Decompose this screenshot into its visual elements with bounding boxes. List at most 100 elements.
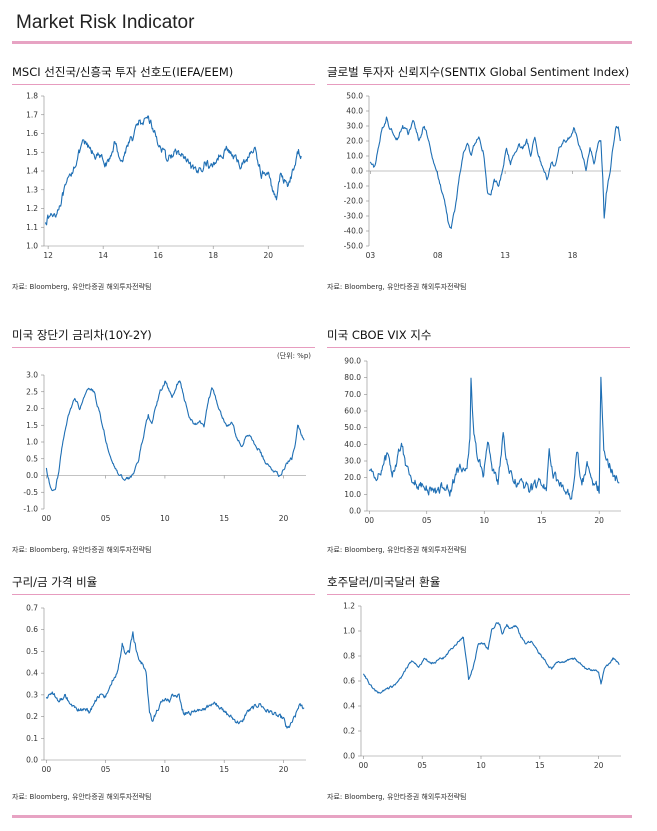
- x-tick-label: 10: [160, 765, 170, 774]
- chart-title-rule: [12, 347, 315, 348]
- x-tick-label: 10: [476, 761, 486, 770]
- chart-title-audusd: 호주달러/미국달러 환율: [327, 575, 441, 589]
- y-tick-label: -30.0: [344, 212, 364, 221]
- y-tick-label: 0.0: [351, 167, 363, 176]
- y-tick-label: 1.3: [26, 185, 38, 194]
- y-tick-label: -1.0: [23, 505, 38, 514]
- series-line-sentix: [369, 116, 621, 229]
- y-tick-label: 3.0: [26, 371, 38, 380]
- x-tick-label: 20: [594, 516, 604, 525]
- y-tick-label: 0.5: [26, 647, 38, 656]
- x-tick-label: 05: [101, 765, 111, 774]
- chart-panel-vix: 미국 CBOE VIX 지수 90.0 80.0 70.0 60.0 50.0 40.0 3…: [327, 327, 632, 567]
- y-tick-label: 0.0: [349, 507, 361, 516]
- y-tick-label: 70.0: [344, 390, 361, 399]
- x-tick-label: 05: [422, 516, 432, 525]
- y-tick-label: 0.0: [343, 752, 355, 761]
- chart-msci: 1.0 1.1 1.2 1.3 1.4 1.5 1.6 1.7 1.8 12 14 16 18 20: [26, 92, 304, 260]
- chart-panel-audusd: 호주달러/미국달러 환율 1.2 1.0 0.8 0.6 0.4 0.2 0.0 00 05 10…: [327, 574, 632, 814]
- chart-copper-gold: 0.7 0.6 0.5 0.4 0.3 0.2 0.1 0.0 00 05 10 15 20: [26, 604, 306, 774]
- y-tick-label: 0.6: [343, 677, 355, 686]
- chart-panel-yield-spread: 미국 장단기 금리차(10Y-2Y) (단위: %p) 3.0 2.5 2.0 1.5…: [12, 327, 317, 567]
- x-tick-label: 08: [433, 251, 443, 260]
- x-tick-label: 16: [153, 251, 163, 260]
- y-tick-label: 0.2: [26, 712, 38, 721]
- y-tick-label: 50.0: [346, 92, 363, 101]
- y-tick-label: 2.5: [26, 387, 38, 396]
- chart-title-rule: [327, 347, 630, 348]
- y-tick-label: 0.3: [26, 690, 38, 699]
- y-tick-label: 0.0: [26, 756, 38, 765]
- chart-panel-msci: MSCI 선진국/신흥국 투자 선호도(IEFA/EEM) 1.0 1.1 1.2 1…: [12, 64, 317, 304]
- chart-audusd: 1.2 1.0 0.8 0.6 0.4 0.2 0.0 00 05 10 15 20: [343, 602, 621, 770]
- x-tick-label: 20: [263, 251, 273, 260]
- y-tick-label: 1.6: [26, 129, 38, 138]
- chart-title-sentix: 글로벌 투자자 신뢰지수(SENTIX Global Sentiment Ind…: [327, 65, 630, 79]
- x-tick-label: 00: [42, 514, 52, 523]
- chart-title-copper-gold: 구리/금 가격 비율: [12, 575, 98, 589]
- chart-title-msci: MSCI 선진국/신흥국 투자 선호도(IEFA/EEM): [12, 65, 234, 79]
- chart-panel-copper-gold: 구리/금 가격 비율 0.7 0.6 0.5 0.4 0.3 0.2 0.1 0.0 00 05 1…: [12, 574, 317, 814]
- y-tick-label: 1.8: [26, 92, 38, 101]
- source-note: 자료: Bloomberg, 유안타증권 해외투자전략팀: [12, 793, 152, 801]
- y-tick-label: 40.0: [344, 440, 361, 449]
- x-tick-label: 10: [479, 516, 489, 525]
- y-tick-label: 90.0: [344, 357, 361, 366]
- y-tick-label: 1.5: [26, 148, 38, 157]
- y-tick-label: -0.5: [23, 488, 38, 497]
- x-tick-label: 00: [365, 516, 375, 525]
- y-tick-label: 1.2: [343, 602, 355, 611]
- source-note: 자료: Bloomberg, 유안타증권 해외투자전략팀: [12, 283, 152, 291]
- y-tick-label: -10.0: [344, 182, 364, 191]
- y-tick-label: 0.5: [26, 454, 38, 463]
- y-tick-label: 0.1: [26, 734, 38, 743]
- chart-title-rule: [327, 84, 630, 85]
- x-tick-label: 15: [537, 516, 547, 525]
- chart-sentix: 50.0 40.0 30.0 20.0 10.0 0.0 -10.0 -20.0 -30.0 -4…: [344, 92, 621, 260]
- y-tick-label: 10.0: [344, 490, 361, 499]
- y-tick-label: 40.0: [346, 107, 363, 116]
- unit-label: (단위: %p): [276, 352, 311, 360]
- source-note: 자료: Bloomberg, 유안타증권 해외투자전략팀: [327, 793, 467, 801]
- x-tick-label: 18: [568, 251, 578, 260]
- x-tick-label: 05: [417, 761, 427, 770]
- y-tick-label: 1.4: [26, 167, 38, 176]
- y-tick-label: 30.0: [344, 457, 361, 466]
- series-line-vix: [368, 376, 620, 500]
- source-note: 자료: Bloomberg, 유안타증권 해외투자전략팀: [327, 283, 467, 291]
- y-tick-label: 2.0: [26, 404, 38, 413]
- y-tick-label: 20.0: [344, 473, 361, 482]
- y-tick-label: 1.0: [26, 242, 38, 251]
- y-tick-label: 1.1: [26, 223, 38, 232]
- y-tick-label: 1.2: [26, 204, 38, 213]
- y-tick-label: -50.0: [344, 242, 364, 251]
- series-line-yield_spread: [45, 380, 305, 492]
- x-tick-label: 20: [279, 514, 289, 523]
- chart-title-rule: [327, 594, 630, 595]
- y-tick-label: 0.6: [26, 625, 38, 634]
- chart-title-yield-spread: 미국 장단기 금리차(10Y-2Y): [12, 328, 152, 342]
- x-tick-label: 15: [219, 514, 229, 523]
- x-tick-label: 00: [42, 765, 52, 774]
- chart-title-rule: [12, 594, 315, 595]
- series-line-msci: [44, 115, 302, 226]
- y-tick-label: 0.7: [26, 604, 38, 613]
- y-tick-label: 60.0: [344, 407, 361, 416]
- x-tick-label: 03: [366, 251, 376, 260]
- x-tick-label: 13: [500, 251, 510, 260]
- page-bottom-rule: [12, 815, 632, 818]
- x-tick-label: 20: [594, 761, 604, 770]
- chart-title-vix: 미국 CBOE VIX 지수: [327, 328, 432, 342]
- source-note: 자료: Bloomberg, 유안타증권 해외투자전략팀: [12, 546, 152, 554]
- y-tick-label: 0.4: [343, 702, 355, 711]
- x-tick-label: 12: [43, 251, 53, 260]
- y-tick-label: -40.0: [344, 227, 364, 236]
- y-tick-label: 0.2: [343, 727, 355, 736]
- y-tick-label: 80.0: [344, 373, 361, 382]
- y-tick-label: 0.0: [26, 471, 38, 480]
- x-tick-label: 10: [160, 514, 170, 523]
- chart-yield-spread: 3.0 2.5 2.0 1.5 1.0 0.5 0.0 -0.5 -1.0 00 05 10 15 20: [23, 371, 306, 523]
- x-tick-label: 15: [219, 765, 229, 774]
- x-tick-label: 14: [98, 251, 108, 260]
- y-tick-label: 1.0: [26, 438, 38, 447]
